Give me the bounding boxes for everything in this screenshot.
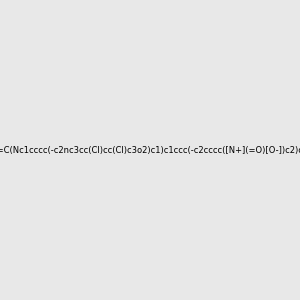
Text: O=C(Nc1cccc(-c2nc3cc(Cl)cc(Cl)c3o2)c1)c1ccc(-c2cccc([N+](=O)[O-])c2)o1: O=C(Nc1cccc(-c2nc3cc(Cl)cc(Cl)c3o2)c1)c1… bbox=[0, 146, 300, 154]
